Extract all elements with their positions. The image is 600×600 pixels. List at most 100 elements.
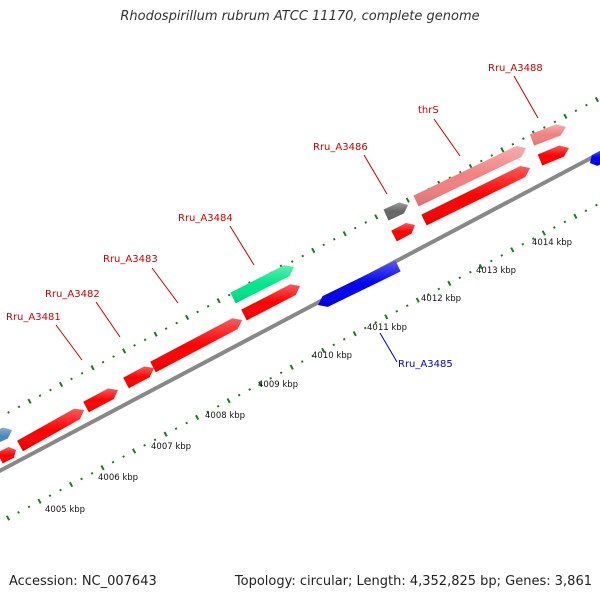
outer-tick bbox=[227, 293, 231, 297]
inner-tick bbox=[37, 498, 42, 504]
inner-tick bbox=[541, 230, 546, 236]
scale-label-4009: 4009 kbp bbox=[258, 380, 298, 390]
inner-tick bbox=[226, 398, 231, 404]
scale-label-4011: 4011 kbp bbox=[367, 323, 407, 333]
inner-tick bbox=[237, 393, 241, 397]
outer-tick bbox=[153, 331, 158, 337]
inner-tick bbox=[90, 471, 94, 475]
inner-tick bbox=[289, 364, 294, 370]
gene-arrow-shade bbox=[0, 447, 16, 464]
gene-arrow-shade bbox=[230, 265, 294, 304]
outer-tick bbox=[522, 137, 525, 141]
inner-tick bbox=[500, 254, 504, 257]
inner-tick bbox=[478, 263, 483, 270]
inner-tick bbox=[405, 304, 409, 308]
label-leader bbox=[55, 324, 83, 361]
inner-tick bbox=[532, 237, 535, 241]
outer-tick bbox=[479, 159, 483, 163]
gene-arrow-shade bbox=[590, 150, 600, 166]
label-leader bbox=[433, 118, 461, 157]
inner-tick bbox=[563, 220, 567, 224]
inner-tick bbox=[342, 337, 346, 341]
inner-tick bbox=[216, 404, 220, 408]
outer-tick bbox=[353, 226, 357, 230]
inner-tick bbox=[321, 347, 326, 354]
inner-tick bbox=[174, 427, 178, 430]
scale-label-4012: 4012 kbp bbox=[421, 294, 461, 304]
outer-tick bbox=[196, 310, 199, 314]
outer-tick bbox=[185, 314, 190, 321]
outer-tick bbox=[405, 197, 410, 203]
inner-tick bbox=[27, 505, 31, 509]
scale-label-4005: 4005 kbp bbox=[45, 505, 85, 515]
gene-label-rru-a3488[interactable]: Rru_A3488 bbox=[488, 63, 543, 74]
gene-label-rru-a3484[interactable]: Rru_A3484 bbox=[178, 213, 233, 224]
inner-tick bbox=[468, 270, 472, 274]
gene-label-rru-a3481[interactable]: Rru_A3481 bbox=[6, 312, 61, 323]
inner-tick bbox=[447, 280, 452, 287]
inner-tick bbox=[279, 371, 283, 375]
outer-tick bbox=[511, 142, 515, 146]
inner-tick bbox=[122, 455, 125, 458]
inner-tick bbox=[374, 321, 378, 324]
inner-tick bbox=[332, 343, 336, 347]
scale-label-4006: 4006 kbp bbox=[98, 473, 138, 483]
outer-tick bbox=[58, 381, 64, 388]
inner-tick bbox=[258, 381, 263, 387]
gene-label-rru-a3486[interactable]: Rru_A3486 bbox=[313, 142, 368, 153]
gene-label-rru-a3482[interactable]: Rru_A3482 bbox=[45, 289, 100, 300]
gene-arrow-shade bbox=[391, 222, 415, 242]
outer-tick bbox=[175, 321, 178, 325]
outer-tick bbox=[80, 371, 84, 375]
accession-text: Accession: NC_007643 bbox=[9, 574, 157, 589]
gene-label-thrs[interactable]: thrS bbox=[418, 105, 439, 116]
outer-tick bbox=[364, 221, 368, 224]
gene-arrow-shade bbox=[123, 366, 154, 389]
inner-tick bbox=[489, 259, 493, 263]
outer-tick bbox=[133, 344, 136, 347]
inner-tick bbox=[248, 388, 252, 391]
gene-arrow-shade bbox=[241, 284, 300, 321]
outer-tick bbox=[458, 170, 462, 174]
outer-tick bbox=[90, 365, 95, 371]
outer-tick bbox=[301, 254, 305, 258]
inner-tick bbox=[48, 494, 52, 498]
outer-tick bbox=[17, 405, 21, 409]
inner-tick-marks bbox=[5, 203, 598, 521]
label-leader bbox=[363, 154, 388, 195]
outer-tick bbox=[27, 398, 32, 404]
backbone-line bbox=[0, 151, 600, 473]
genome-backbone bbox=[0, 151, 600, 473]
gene-arrow-shade bbox=[318, 260, 401, 307]
outer-tick bbox=[500, 147, 505, 153]
gene-label-rru-a3483[interactable]: Rru_A3483 bbox=[103, 254, 158, 265]
label-leader bbox=[513, 75, 539, 119]
inner-tick bbox=[68, 481, 74, 488]
scale-label-4010: 4010 kbp bbox=[312, 351, 352, 361]
inner-tick bbox=[59, 488, 62, 492]
inner-tick bbox=[521, 242, 525, 246]
outer-tick bbox=[38, 394, 42, 398]
outer-tick bbox=[574, 109, 578, 113]
map-title: Rhodospirillum rubrum ATCC 11170, comple… bbox=[120, 9, 480, 24]
inner-tick bbox=[132, 448, 137, 454]
inner-tick bbox=[510, 247, 515, 253]
gene-label-rru-a3485[interactable]: Rru_A3485 bbox=[398, 359, 453, 370]
outer-tick bbox=[143, 338, 147, 342]
outer-tick bbox=[342, 230, 347, 237]
inner-tick bbox=[595, 203, 598, 207]
inner-tick bbox=[300, 360, 304, 363]
inner-tick bbox=[5, 515, 11, 521]
inner-tick bbox=[458, 276, 462, 280]
inner-tick bbox=[185, 421, 188, 425]
gene-arrow-shade bbox=[83, 388, 118, 413]
gene-arrow-shade bbox=[537, 145, 569, 166]
scale-label-4014: 4014 kbp bbox=[532, 238, 572, 248]
inner-tick bbox=[352, 330, 357, 337]
label-leader bbox=[95, 301, 121, 338]
inner-tick bbox=[311, 354, 315, 358]
outer-tick bbox=[112, 355, 115, 358]
inner-tick bbox=[206, 410, 209, 414]
outer-tick bbox=[322, 243, 326, 247]
outer-tick bbox=[290, 260, 294, 263]
